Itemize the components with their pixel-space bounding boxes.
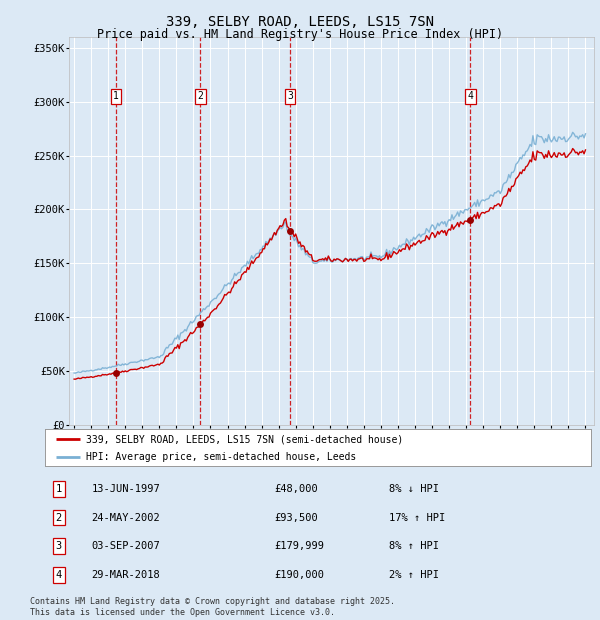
Text: £48,000: £48,000 <box>274 484 318 494</box>
Text: 339, SELBY ROAD, LEEDS, LS15 7SN (semi-detached house): 339, SELBY ROAD, LEEDS, LS15 7SN (semi-d… <box>86 435 403 445</box>
Text: 2: 2 <box>197 91 203 102</box>
Text: 17% ↑ HPI: 17% ↑ HPI <box>389 513 445 523</box>
Text: 8% ↓ HPI: 8% ↓ HPI <box>389 484 439 494</box>
Text: 4: 4 <box>56 570 62 580</box>
Text: 2: 2 <box>56 513 62 523</box>
Text: 1: 1 <box>56 484 62 494</box>
Text: 2% ↑ HPI: 2% ↑ HPI <box>389 570 439 580</box>
Text: 03-SEP-2007: 03-SEP-2007 <box>91 541 160 551</box>
Text: 8% ↑ HPI: 8% ↑ HPI <box>389 541 439 551</box>
Text: 1: 1 <box>113 91 119 102</box>
Text: 3: 3 <box>56 541 62 551</box>
Text: Price paid vs. HM Land Registry's House Price Index (HPI): Price paid vs. HM Land Registry's House … <box>97 28 503 41</box>
Text: Contains HM Land Registry data © Crown copyright and database right 2025.
This d: Contains HM Land Registry data © Crown c… <box>30 598 395 617</box>
Text: 4: 4 <box>467 91 473 102</box>
Text: 24-MAY-2002: 24-MAY-2002 <box>91 513 160 523</box>
Text: 13-JUN-1997: 13-JUN-1997 <box>91 484 160 494</box>
Text: £190,000: £190,000 <box>274 570 325 580</box>
Text: £179,999: £179,999 <box>274 541 325 551</box>
Text: £93,500: £93,500 <box>274 513 318 523</box>
Text: 29-MAR-2018: 29-MAR-2018 <box>91 570 160 580</box>
Text: HPI: Average price, semi-detached house, Leeds: HPI: Average price, semi-detached house,… <box>86 452 356 462</box>
Text: 3: 3 <box>287 91 293 102</box>
Text: 339, SELBY ROAD, LEEDS, LS15 7SN: 339, SELBY ROAD, LEEDS, LS15 7SN <box>166 16 434 30</box>
